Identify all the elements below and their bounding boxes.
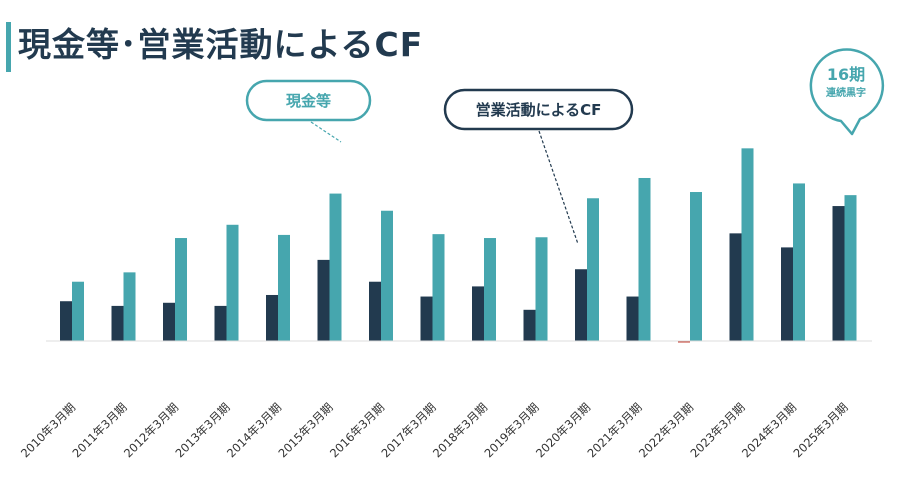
x-tick-label-15: 2025年3月期 bbox=[790, 400, 850, 460]
bar-cash-5 bbox=[329, 193, 342, 341]
bar-operating_cf-13 bbox=[729, 233, 742, 341]
title-accent-bar bbox=[6, 22, 11, 72]
bar-layer bbox=[60, 148, 857, 343]
cash-callout-leader bbox=[310, 121, 342, 143]
bar-cash-6 bbox=[381, 210, 393, 341]
bar-cash-15 bbox=[844, 195, 857, 341]
bar-operating_cf-5 bbox=[317, 259, 330, 341]
bar-operating_cf-15 bbox=[832, 206, 845, 341]
bar-cash-3 bbox=[226, 224, 239, 341]
page-title: 現金等･営業活動によるCF bbox=[18, 25, 424, 64]
bar-cash-8 bbox=[484, 238, 496, 341]
bar-cash-14 bbox=[793, 183, 805, 341]
bar-cash-4 bbox=[278, 234, 290, 341]
cash-callout: 現金等 bbox=[245, 79, 372, 143]
cf-callout-box bbox=[443, 88, 634, 131]
bar-operating_cf-4 bbox=[266, 294, 278, 341]
bar-operating_cf-12 bbox=[678, 341, 690, 343]
profit-streak-badge: 16期 連続黒字 bbox=[809, 48, 885, 136]
cash-callout-box bbox=[245, 79, 372, 122]
bar-operating_cf-11 bbox=[626, 296, 639, 341]
bar-cash-9 bbox=[535, 237, 548, 341]
bar-operating_cf-14 bbox=[781, 247, 793, 341]
cf-callout-leader bbox=[538, 130, 579, 245]
bar-cash-1 bbox=[123, 272, 136, 341]
bar-operating_cf-0 bbox=[60, 301, 72, 341]
bar-operating_cf-7 bbox=[420, 296, 433, 341]
profit-streak-count: 16期 bbox=[827, 65, 865, 84]
bar-operating_cf-6 bbox=[369, 281, 381, 341]
x-tick-labels: 2010年3月期2011年3月期2012年3月期2013年3月期2014年3月期… bbox=[18, 400, 851, 460]
cash-callout-label: 現金等 bbox=[286, 92, 331, 110]
profit-streak-label: 連続黒字 bbox=[826, 86, 866, 99]
bar-cash-0 bbox=[72, 281, 84, 341]
bar-cash-13 bbox=[741, 148, 754, 341]
profit-streak-badge-shape bbox=[809, 48, 885, 136]
bar-cash-11 bbox=[638, 177, 651, 341]
bar-operating_cf-3 bbox=[214, 305, 227, 341]
bar-operating_cf-10 bbox=[575, 269, 587, 341]
cf-callout-label: 営業活動によるCF bbox=[476, 101, 602, 119]
bar-cash-12 bbox=[690, 192, 702, 341]
bar-operating_cf-8 bbox=[472, 286, 484, 341]
bar-cash-2 bbox=[175, 238, 187, 341]
bar-cash-10 bbox=[587, 198, 599, 341]
cf-callout: 営業活動によるCF bbox=[443, 88, 634, 245]
bar-operating_cf-2 bbox=[163, 302, 175, 341]
bar-operating_cf-1 bbox=[111, 305, 124, 341]
bar-cash-7 bbox=[432, 234, 445, 341]
bar-operating_cf-9 bbox=[523, 309, 536, 341]
